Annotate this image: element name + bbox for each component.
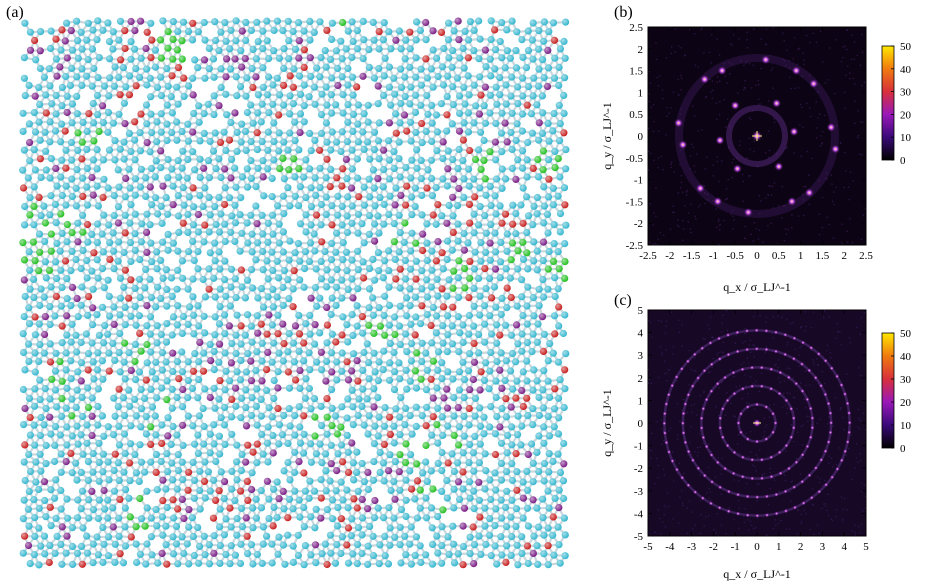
panel-c-xtick: -3 <box>687 541 697 553</box>
particles <box>19 17 570 569</box>
panel-c-ytick: 1 <box>638 395 644 407</box>
panel-b-diffraction <box>648 27 866 245</box>
panel-b-colorbar-tick: 20 <box>900 109 912 121</box>
panel-c-colorbar-tick: 20 <box>900 397 912 409</box>
panel-b-colorbar-tick: 0 <box>900 155 906 167</box>
panel-b-ytick: -1 <box>634 175 643 187</box>
panel-b-peak <box>761 55 771 65</box>
panel-b-xtick: -1 <box>709 250 718 262</box>
panel-b-ytick: 1 <box>638 87 644 99</box>
panel-b-peak <box>830 144 840 154</box>
panel-c-colorbar-tick: 10 <box>900 420 912 432</box>
panel-b-colorbar-tick: 10 <box>900 132 912 144</box>
panel-b-colorbar-tick: 30 <box>900 87 912 99</box>
panel-b-plot: -2.5 -2 -1.5 -1 -0.5 0 0.5 1 1.5 2 2.5 2.5 2 1.5 1 0.5 0… <box>600 22 912 294</box>
panel-b-ytick: 2.5 <box>629 22 643 34</box>
panel-b-ytick: -2.5 <box>626 240 644 252</box>
panel-b-peak <box>791 66 801 76</box>
panel-b-peak <box>732 164 742 174</box>
particle-configuration <box>19 17 570 569</box>
panel-b-peak <box>787 196 797 206</box>
panel-b-xtick: 2 <box>841 250 847 262</box>
panel-b-peak <box>700 74 710 84</box>
panel-c-ring <box>718 384 796 462</box>
panel-b-xtick: 2.5 <box>859 250 873 262</box>
panel-b-peak <box>730 100 740 110</box>
panel-c-xtick: -4 <box>665 541 675 553</box>
panel-b-peak <box>717 66 727 76</box>
panel-a-label: (a) <box>6 4 24 21</box>
panel-b-colorbar <box>881 45 895 161</box>
panel-c-label: (c) <box>614 292 632 309</box>
panel-c-xtick: -2 <box>709 541 718 553</box>
panel-b-peak <box>674 118 684 128</box>
panel-b-peak <box>826 122 836 132</box>
panel-b-peak <box>678 140 688 150</box>
panel-c-ytick: -1 <box>634 441 643 453</box>
panel-c-xtick: 4 <box>841 541 847 553</box>
panel-c-diffraction <box>648 310 866 536</box>
panel-b-xtick: 1.5 <box>816 250 830 262</box>
panel-b-colorbar-tick: 40 <box>900 64 912 76</box>
panel-c-ytick: 4 <box>638 328 644 340</box>
panel-c-ytick: 2 <box>638 373 644 385</box>
panel-c-ytick: 5 <box>638 305 644 317</box>
panel-b-ytick: -2 <box>634 218 643 230</box>
panel-c-ring <box>700 366 814 480</box>
panel-b-ytick: 0.5 <box>629 109 643 121</box>
panel-c-ytick: -5 <box>634 531 644 543</box>
panel-b-peak <box>774 162 784 172</box>
panel-c-colorbar <box>881 332 895 449</box>
panel-b-xtick: 0.5 <box>772 250 786 262</box>
panel-b-peak <box>713 196 723 206</box>
panel-c-colorbar-tick: 50 <box>900 328 912 340</box>
panel-b-peak <box>809 79 819 89</box>
panel-b-peak <box>804 188 814 198</box>
panel-c-xtick: 3 <box>820 541 826 553</box>
panel-b-xtick: -0.5 <box>726 250 744 262</box>
panel-c-ytick: -2 <box>634 463 643 475</box>
panel-c-xtick: -1 <box>731 541 740 553</box>
panel-b-xlabel: q_x / σ_LJ^-1 <box>723 280 790 294</box>
panel-c-ytick: -3 <box>634 486 644 498</box>
panel-b-label: (b) <box>614 4 633 21</box>
panel-b-ytick: 2 <box>638 44 644 56</box>
panel-c-xtick: 5 <box>863 541 869 553</box>
panel-b-peak <box>715 135 725 145</box>
panel-c-xtick: 0 <box>754 541 760 553</box>
panel-b-ytick: 1.5 <box>629 66 643 78</box>
panel-c-colorbar-tick: 0 <box>900 443 906 455</box>
panel-b-colorbar-tick: 50 <box>900 41 912 53</box>
bond-network <box>21 19 567 566</box>
panel-c-ytick: -4 <box>634 508 644 520</box>
panel-b-xtick: -2 <box>665 250 674 262</box>
panel-b-xtick: -1.5 <box>683 250 701 262</box>
panel-b-ytick: 0 <box>638 131 644 143</box>
panel-c-xtick: 1 <box>776 541 782 553</box>
panel-b-xtick: 1 <box>798 250 804 262</box>
panel-c-xtick: -5 <box>643 541 653 553</box>
panel-b-peak <box>789 127 799 137</box>
panel-b-ytick: -1.5 <box>626 196 644 208</box>
panel-b-ytick: -0.5 <box>626 153 644 165</box>
panel-c-ytick: 0 <box>638 418 644 430</box>
panel-c-ylabel: q_y / σ_LJ^-1 <box>600 389 614 456</box>
panel-c-colorbar-tick: 40 <box>900 351 912 363</box>
panel-c-xlabel: q_x / σ_LJ^-1 <box>723 567 790 581</box>
panel-b-xtick: 0 <box>754 250 760 262</box>
panel-b-ylabel: q_y / σ_LJ^-1 <box>600 102 614 169</box>
panel-b-peak <box>743 207 753 217</box>
panel-c-ytick: 3 <box>638 350 644 362</box>
panel-c-xtick: 2 <box>798 541 804 553</box>
panel-b-peak <box>695 183 705 193</box>
panel-b-xtick: -2.5 <box>639 250 657 262</box>
panel-c-colorbar-tick: 30 <box>900 374 912 386</box>
panel-b-peak <box>772 98 782 108</box>
